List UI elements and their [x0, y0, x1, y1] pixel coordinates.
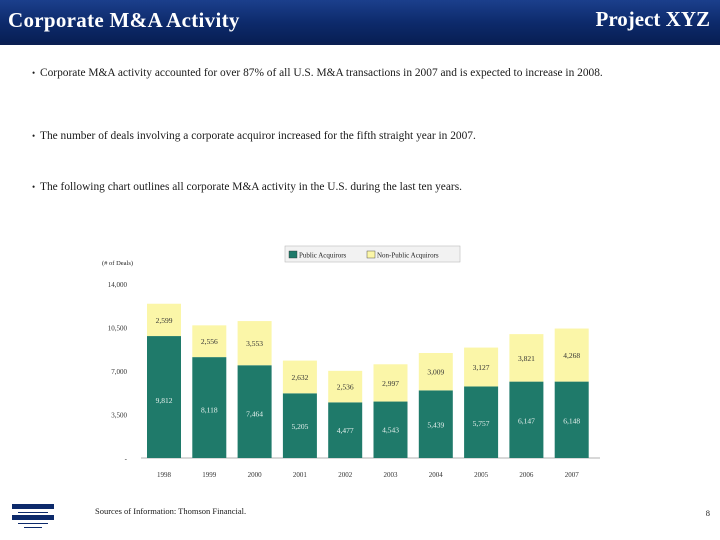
legend-label-public: Public Acquirors: [299, 252, 347, 260]
label-public-2001: 5,205: [291, 422, 308, 431]
label-public-2000: 7,464: [246, 409, 263, 418]
bar-nonpublic-2000: [237, 321, 272, 366]
label-nonpublic-1999: 2,556: [201, 337, 218, 346]
bar-public-2006: [509, 381, 544, 458]
x-tick-label: 1999: [202, 471, 217, 479]
bullet-2: The number of deals involving a corporat…: [32, 129, 476, 144]
bar-nonpublic-1999: [192, 325, 227, 358]
y-tick-label: 10,500: [108, 325, 128, 333]
bar-public-2005: [464, 386, 499, 458]
label-public-1999: 8,118: [201, 406, 218, 415]
bar-nonpublic-1998: [147, 303, 181, 337]
y-axis-label: (# of Deals): [102, 260, 133, 267]
legend-swatch-public: [288, 250, 298, 259]
bullet-3: The following chart outlines all corpora…: [32, 180, 462, 195]
x-tick-label: 2007: [565, 471, 580, 479]
bar-public-2004: [418, 390, 453, 458]
bar-nonpublic-2007: [554, 328, 589, 382]
company-logo: [8, 502, 58, 532]
x-tick-label: 2004: [429, 471, 444, 479]
bullet-1: Corporate M&A activity accounted for ove…: [32, 66, 603, 81]
label-public-2007: 6,148: [563, 417, 580, 426]
x-tick-label: 2006: [519, 471, 534, 479]
bar-public-2002: [328, 402, 363, 458]
x-tick-label: 2003: [384, 471, 399, 479]
bar-public-2001: [282, 393, 317, 458]
label-nonpublic-2006: 3,821: [518, 354, 535, 363]
legend-swatch-nonpublic: [366, 250, 376, 259]
label-nonpublic-2001: 2,632: [291, 373, 308, 382]
y-tick-label: -: [125, 455, 128, 463]
header-rule: [0, 42, 720, 45]
x-tick-label: 2005: [474, 471, 489, 479]
bar-public-2003: [373, 401, 408, 458]
legend-label-nonpublic: Non-Public Acquirors: [377, 252, 439, 260]
y-tick-label: 7,000: [111, 368, 127, 376]
label-public-2006: 6,147: [518, 417, 535, 426]
x-tick-label: 2001: [293, 471, 308, 479]
label-nonpublic-2002: 2,536: [337, 383, 354, 392]
label-public-2003: 4,543: [382, 426, 399, 435]
bar-nonpublic-2001: [282, 360, 317, 394]
label-nonpublic-2000: 3,553: [246, 339, 263, 348]
label-public-2005: 5,757: [473, 419, 490, 428]
project-title: Project XYZ: [595, 7, 711, 31]
label-nonpublic-1998: 2,599: [156, 316, 173, 325]
label-nonpublic-2005: 3,127: [473, 363, 490, 372]
bar-public-2000: [237, 365, 272, 458]
bar-public-2007: [554, 381, 589, 458]
bar-nonpublic-2006: [509, 334, 544, 382]
bar-nonpublic-2003: [373, 364, 408, 402]
x-tick-label: 2000: [248, 471, 263, 479]
bar-nonpublic-2004: [418, 353, 453, 391]
label-nonpublic-2004: 3,009: [427, 368, 444, 377]
y-tick-label: 3,500: [111, 412, 127, 420]
page-number: 8: [705, 508, 710, 518]
bar-public-1998: [147, 336, 181, 458]
label-public-1998: 9,812: [156, 396, 173, 405]
page-title: Corporate M&A Activity: [8, 8, 240, 32]
label-public-2002: 4,477: [337, 426, 354, 435]
header-bar: Corporate M&A Activity Project XYZ: [0, 0, 720, 42]
label-nonpublic-2003: 2,997: [382, 379, 399, 388]
y-tick-label: 14,000: [108, 281, 128, 289]
source-note: Sources of Information: Thomson Financia…: [95, 506, 247, 516]
bar-nonpublic-2005: [464, 347, 499, 387]
label-nonpublic-2007: 4,268: [563, 351, 580, 360]
x-tick-label: 2002: [338, 471, 353, 479]
label-public-2004: 5,439: [427, 421, 444, 430]
bar-nonpublic-2002: [328, 370, 363, 403]
x-tick-label: 1998: [157, 471, 172, 479]
bar-public-1999: [192, 357, 227, 458]
